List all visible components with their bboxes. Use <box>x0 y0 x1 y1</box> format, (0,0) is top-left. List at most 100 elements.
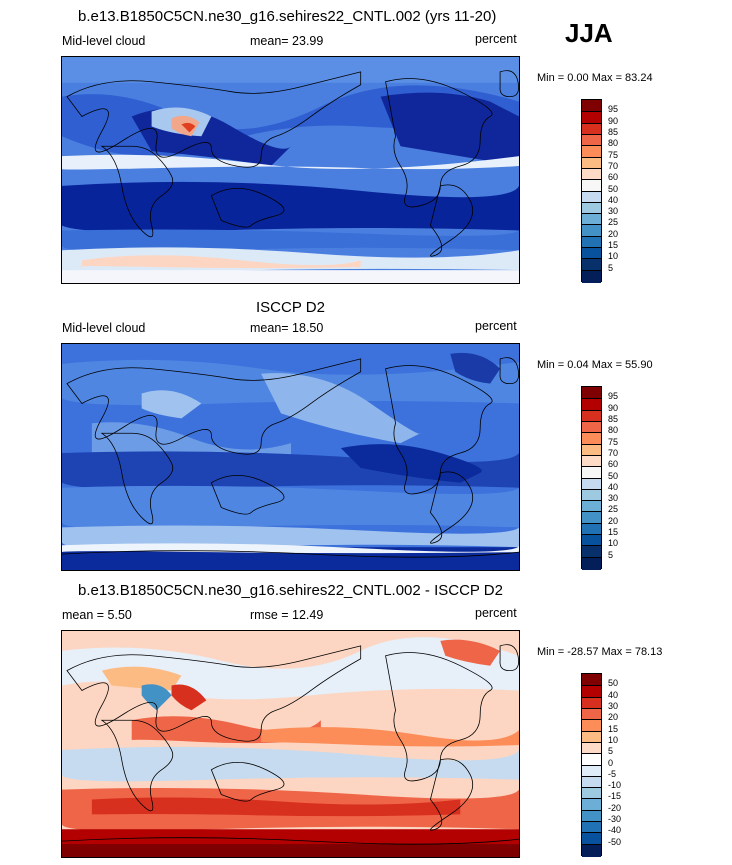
colorbar-cell <box>582 213 601 226</box>
colorbar-tick-label: 80 <box>608 138 619 149</box>
colorbar-cell <box>582 133 601 147</box>
colorbar-cell <box>582 832 601 846</box>
panel3-minmax: Min = -28.57 Max = 78.13 <box>537 646 663 658</box>
colorbar-tick-label: 20 <box>608 228 619 239</box>
panel3-map <box>61 630 520 858</box>
colorbar-cell <box>582 764 601 778</box>
colorbar-tick-label: 75 <box>608 149 619 160</box>
colorbar-cell <box>582 167 601 181</box>
colorbar-cell <box>582 511 601 525</box>
panel3-units-label: percent <box>475 606 517 620</box>
colorbar-tick-label: -30 <box>608 814 622 825</box>
colorbar-cell <box>582 556 601 570</box>
colorbar-tick-label: 5 <box>608 549 614 560</box>
colorbar-tick-label: 50 <box>608 183 619 194</box>
colorbar-cell <box>582 179 601 192</box>
panel1-minmax: Min = 0.00 Max = 83.24 <box>537 72 653 84</box>
colorbar-tick-label: -50 <box>608 836 622 847</box>
colorbar-tick-label: 85 <box>608 413 619 424</box>
colorbar-cell <box>582 775 601 789</box>
colorbar-tick-label: 30 <box>608 700 619 711</box>
colorbar-cell <box>582 201 601 215</box>
colorbar-tick-label: 15 <box>608 527 619 538</box>
colorbar-tick-label: -5 <box>608 768 617 779</box>
colorbar-tick-label: -40 <box>608 825 622 836</box>
colorbar-tick-label: 15 <box>608 723 619 734</box>
colorbar-tick-label: 30 <box>608 493 619 504</box>
panel2-colorbar <box>581 386 602 570</box>
colorbar-cell <box>582 741 601 755</box>
colorbar-cell <box>582 111 601 125</box>
colorbar-tick-label: 80 <box>608 425 619 436</box>
colorbar-cell <box>582 420 601 434</box>
colorbar-cell <box>582 224 601 238</box>
panel1-units-label: percent <box>475 32 517 46</box>
colorbar-cell <box>582 809 601 823</box>
colorbar-tick-label: 20 <box>608 712 619 723</box>
colorbar-tick-label: 40 <box>608 689 619 700</box>
colorbar-tick-label: 40 <box>608 194 619 205</box>
colorbar-cell <box>582 190 601 204</box>
colorbar-cell <box>582 488 601 502</box>
colorbar-cell <box>582 674 601 686</box>
colorbar-tick-label: 90 <box>608 115 619 126</box>
colorbar-tick-label: 50 <box>608 470 619 481</box>
colorbar-tick-label: 10 <box>608 734 619 745</box>
panel2-units-label: percent <box>475 319 517 333</box>
colorbar-tick-label: 20 <box>608 515 619 526</box>
colorbar-tick-label: 25 <box>608 217 619 228</box>
colorbar-tick-label: 10 <box>608 251 619 262</box>
panel2-title: ISCCP D2 <box>256 299 325 316</box>
colorbar-cell <box>582 235 601 249</box>
colorbar-cell <box>582 145 601 159</box>
colorbar-cell <box>582 247 601 260</box>
colorbar-tick-label: -10 <box>608 780 622 791</box>
panel2-map <box>61 343 520 571</box>
colorbar-cell <box>582 454 601 468</box>
season-label: JJA <box>565 18 613 48</box>
panel1-map <box>61 56 520 284</box>
colorbar-tick-label: -15 <box>608 791 622 802</box>
colorbar-tick-label: 95 <box>608 104 619 115</box>
colorbar-tick-label: 25 <box>608 504 619 515</box>
colorbar-cell <box>582 387 601 399</box>
colorbar-tick-label: 75 <box>608 436 619 447</box>
colorbar-cell <box>582 719 601 733</box>
colorbar-tick-label: 70 <box>608 160 619 171</box>
colorbar-cell <box>582 500 601 513</box>
colorbar-tick-label: 30 <box>608 206 619 217</box>
colorbar-tick-label: 85 <box>608 126 619 137</box>
colorbar-cell <box>582 466 601 479</box>
colorbar-cell <box>582 685 601 699</box>
colorbar-tick-label: 5 <box>608 746 614 757</box>
colorbar-cell <box>582 258 601 272</box>
colorbar-cell <box>582 821 601 834</box>
colorbar-cell <box>582 398 601 412</box>
colorbar-tick-label: 70 <box>608 447 619 458</box>
colorbar-cell <box>582 707 601 721</box>
panel3-mean-label: mean = 5.50 <box>62 608 132 622</box>
colorbar-cell <box>582 534 601 547</box>
panel2-minmax: Min = 0.04 Max = 55.90 <box>537 359 653 371</box>
colorbar-tick-label: 10 <box>608 538 619 549</box>
colorbar-cell <box>582 696 601 710</box>
panel2-mean-label: mean= 18.50 <box>250 321 324 335</box>
colorbar-tick-label: 15 <box>608 240 619 251</box>
colorbar-tick-label: 60 <box>608 459 619 470</box>
panel1-title: b.e13.B1850C5CN.ne30_g16.sehires22_CNTL.… <box>78 8 497 25</box>
colorbar-cell <box>582 477 601 491</box>
panel1-colorbar <box>581 99 602 283</box>
colorbar-cell <box>582 787 601 800</box>
colorbar-tick-label: 50 <box>608 678 619 689</box>
panel2-variable-label: Mid-level cloud <box>62 321 146 335</box>
colorbar-cell <box>582 843 601 857</box>
colorbar-tick-label: 0 <box>608 757 614 768</box>
panel3-colorbar <box>581 673 602 857</box>
panel1-variable-label: Mid-level cloud <box>62 34 146 48</box>
colorbar-cell <box>582 122 601 136</box>
colorbar-tick-label: -20 <box>608 802 622 813</box>
colorbar-tick-label: 90 <box>608 402 619 413</box>
colorbar-cell <box>582 545 601 559</box>
colorbar-cell <box>582 269 601 283</box>
colorbar-cell <box>582 522 601 536</box>
